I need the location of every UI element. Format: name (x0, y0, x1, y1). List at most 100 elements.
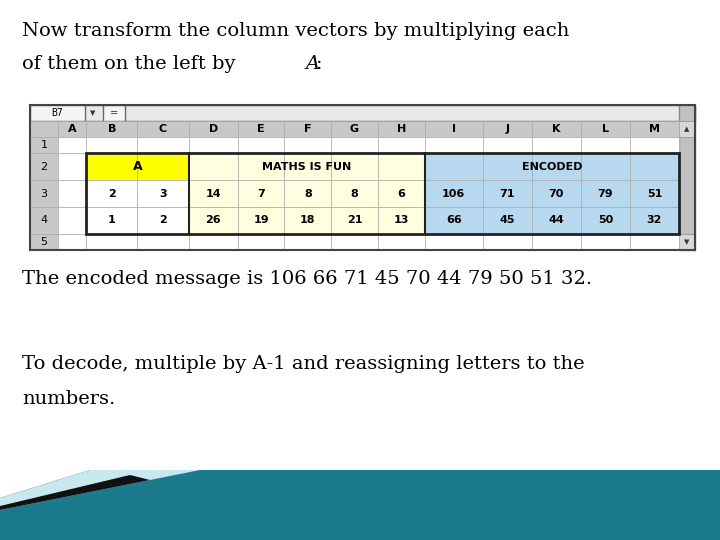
Bar (378, 180, 425, 207)
Text: 1: 1 (108, 215, 116, 225)
Bar (86, 153, 138, 180)
Bar (30, 105, 85, 121)
Text: 5: 5 (40, 237, 48, 247)
Bar (138, 207, 189, 234)
Text: L: L (602, 124, 609, 134)
Bar (483, 153, 532, 180)
Bar (425, 207, 483, 234)
Bar (532, 207, 581, 234)
Text: 4: 4 (40, 215, 48, 225)
Bar (86, 180, 138, 207)
Bar (30, 121, 58, 137)
Bar (331, 121, 378, 137)
Bar (58, 137, 86, 153)
Bar (532, 153, 581, 180)
Bar (189, 207, 238, 234)
Bar (425, 137, 483, 153)
Text: 45: 45 (500, 215, 515, 225)
Bar (103, 105, 125, 121)
Text: 51: 51 (647, 188, 662, 199)
Bar (378, 137, 425, 153)
Text: 3: 3 (159, 188, 167, 199)
Text: A: A (132, 160, 142, 173)
Bar (238, 121, 284, 137)
Bar (483, 234, 532, 250)
Bar (679, 105, 695, 250)
Text: M: M (649, 124, 660, 134)
Text: 1: 1 (40, 140, 48, 150)
Bar (483, 207, 532, 234)
Text: 70: 70 (549, 188, 564, 199)
Text: 18: 18 (300, 215, 315, 225)
Bar (58, 180, 86, 207)
Text: The encoded message is 106 66 71 45 70 44 79 50 51 32.: The encoded message is 106 66 71 45 70 4… (22, 270, 592, 288)
Bar (284, 121, 331, 137)
Text: MATHS IS FUN: MATHS IS FUN (262, 161, 351, 172)
Bar (58, 121, 86, 137)
Polygon shape (0, 470, 200, 510)
Bar (532, 234, 581, 250)
Text: 14: 14 (205, 188, 221, 199)
Text: 26: 26 (205, 215, 221, 225)
Bar (138, 153, 189, 180)
Bar (86, 153, 679, 234)
Bar (483, 180, 532, 207)
Bar (189, 153, 238, 180)
Bar (284, 234, 331, 250)
Bar (58, 207, 86, 234)
Bar (581, 180, 630, 207)
Text: 50: 50 (598, 215, 613, 225)
Text: 7: 7 (257, 188, 265, 199)
Text: :: : (316, 55, 323, 73)
Text: 2: 2 (40, 161, 48, 172)
Text: ▼: ▼ (684, 239, 690, 245)
Bar (331, 153, 378, 180)
Text: 2: 2 (108, 188, 116, 199)
Bar (30, 153, 58, 180)
Bar (30, 105, 695, 121)
Bar (238, 180, 284, 207)
Text: K: K (552, 124, 561, 134)
Bar (138, 234, 189, 250)
Text: 8: 8 (304, 188, 312, 199)
Bar (189, 234, 238, 250)
Bar (331, 180, 378, 207)
Bar (86, 121, 138, 137)
Bar (86, 234, 138, 250)
Bar (284, 153, 331, 180)
Bar (284, 137, 331, 153)
Text: 8: 8 (351, 188, 359, 199)
Polygon shape (0, 470, 180, 510)
Text: D: D (209, 124, 218, 134)
Bar (238, 207, 284, 234)
Text: numbers.: numbers. (22, 390, 115, 408)
Text: H: H (397, 124, 406, 134)
Bar (630, 180, 679, 207)
Bar (425, 180, 483, 207)
Text: of them on the left by: of them on the left by (22, 55, 242, 73)
Text: B7: B7 (51, 108, 63, 118)
Bar (630, 153, 679, 180)
Polygon shape (0, 470, 720, 540)
Bar (58, 153, 86, 180)
Bar (189, 180, 238, 207)
Bar (138, 121, 189, 137)
Bar (238, 153, 284, 180)
Text: E: E (257, 124, 265, 134)
Bar (331, 137, 378, 153)
Text: 32: 32 (647, 215, 662, 225)
Bar (138, 137, 189, 153)
Bar (483, 121, 532, 137)
Bar (378, 121, 425, 137)
Bar (138, 180, 189, 207)
Text: 44: 44 (549, 215, 564, 225)
Bar (331, 207, 378, 234)
Bar (630, 207, 679, 234)
Bar (679, 234, 695, 250)
Text: 19: 19 (253, 215, 269, 225)
Polygon shape (0, 475, 150, 510)
Text: A: A (68, 124, 76, 134)
Bar (425, 234, 483, 250)
Text: 13: 13 (394, 215, 409, 225)
Text: ▲: ▲ (684, 126, 690, 132)
